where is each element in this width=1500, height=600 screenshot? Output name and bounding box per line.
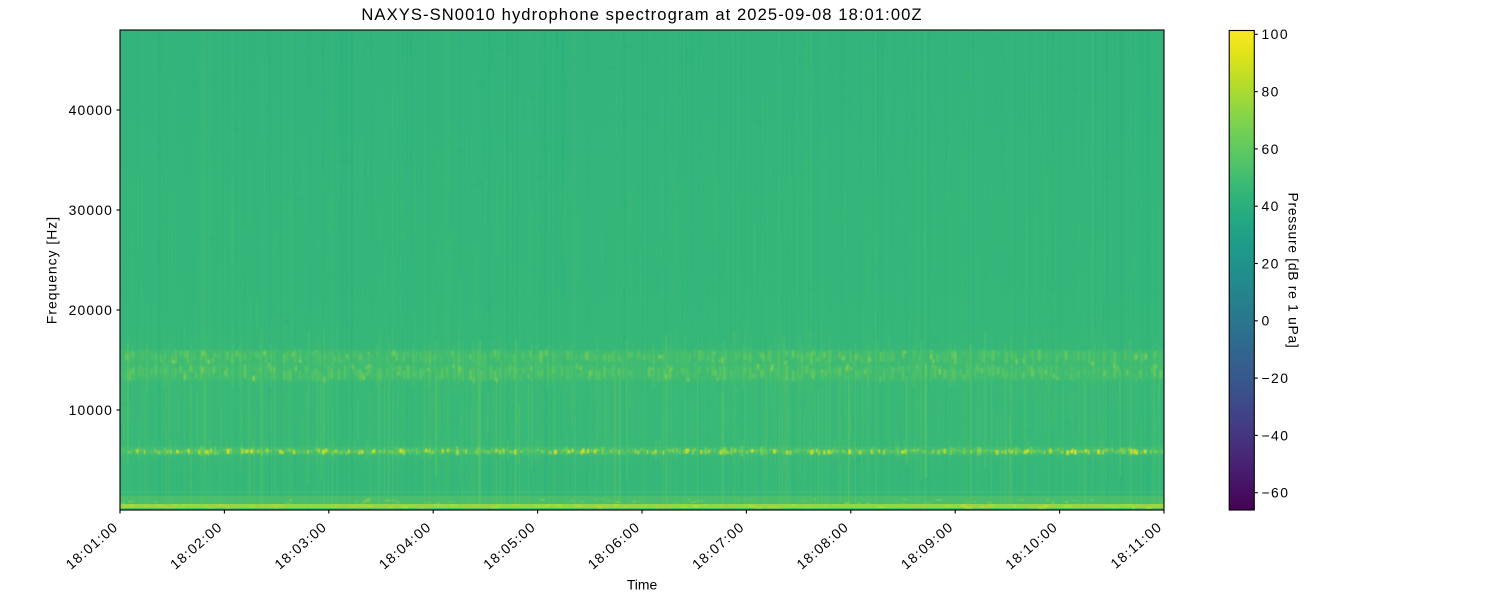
svg-text:20: 20	[1262, 255, 1280, 271]
svg-text:18:08:00: 18:08:00	[793, 518, 852, 572]
svg-text:40: 40	[1262, 198, 1280, 214]
svg-text:18:10:00: 18:10:00	[1002, 518, 1061, 572]
svg-text:−40: −40	[1262, 427, 1290, 443]
svg-text:Pressure [dB re 1 uPa]: Pressure [dB re 1 uPa]	[1285, 193, 1301, 349]
svg-text:18:02:00: 18:02:00	[167, 518, 226, 572]
svg-text:18:01:00: 18:01:00	[62, 518, 121, 572]
svg-text:20000: 20000	[69, 302, 113, 318]
svg-text:60: 60	[1262, 141, 1280, 157]
svg-text:0: 0	[1262, 313, 1271, 329]
svg-text:18:05:00: 18:05:00	[480, 518, 539, 572]
svg-text:−60: −60	[1262, 485, 1290, 501]
svg-text:40000: 40000	[69, 102, 113, 118]
svg-text:18:06:00: 18:06:00	[584, 518, 643, 572]
svg-text:Time: Time	[627, 577, 658, 593]
svg-text:18:07:00: 18:07:00	[689, 518, 748, 572]
svg-text:100: 100	[1262, 26, 1290, 42]
svg-text:−20: −20	[1262, 370, 1290, 386]
svg-text:18:03:00: 18:03:00	[271, 518, 330, 572]
svg-text:18:04:00: 18:04:00	[376, 518, 435, 572]
svg-text:30000: 30000	[69, 202, 113, 218]
svg-text:10000: 10000	[69, 402, 113, 418]
svg-text:80: 80	[1262, 84, 1280, 100]
svg-text:18:09:00: 18:09:00	[898, 518, 957, 572]
svg-text:18:11:00: 18:11:00	[1107, 518, 1165, 571]
svg-text:Frequency [Hz]: Frequency [Hz]	[44, 216, 60, 324]
svg-text:NAXYS-SN0010 hydrophone spectr: NAXYS-SN0010 hydrophone spectrogram at 2…	[361, 5, 922, 24]
